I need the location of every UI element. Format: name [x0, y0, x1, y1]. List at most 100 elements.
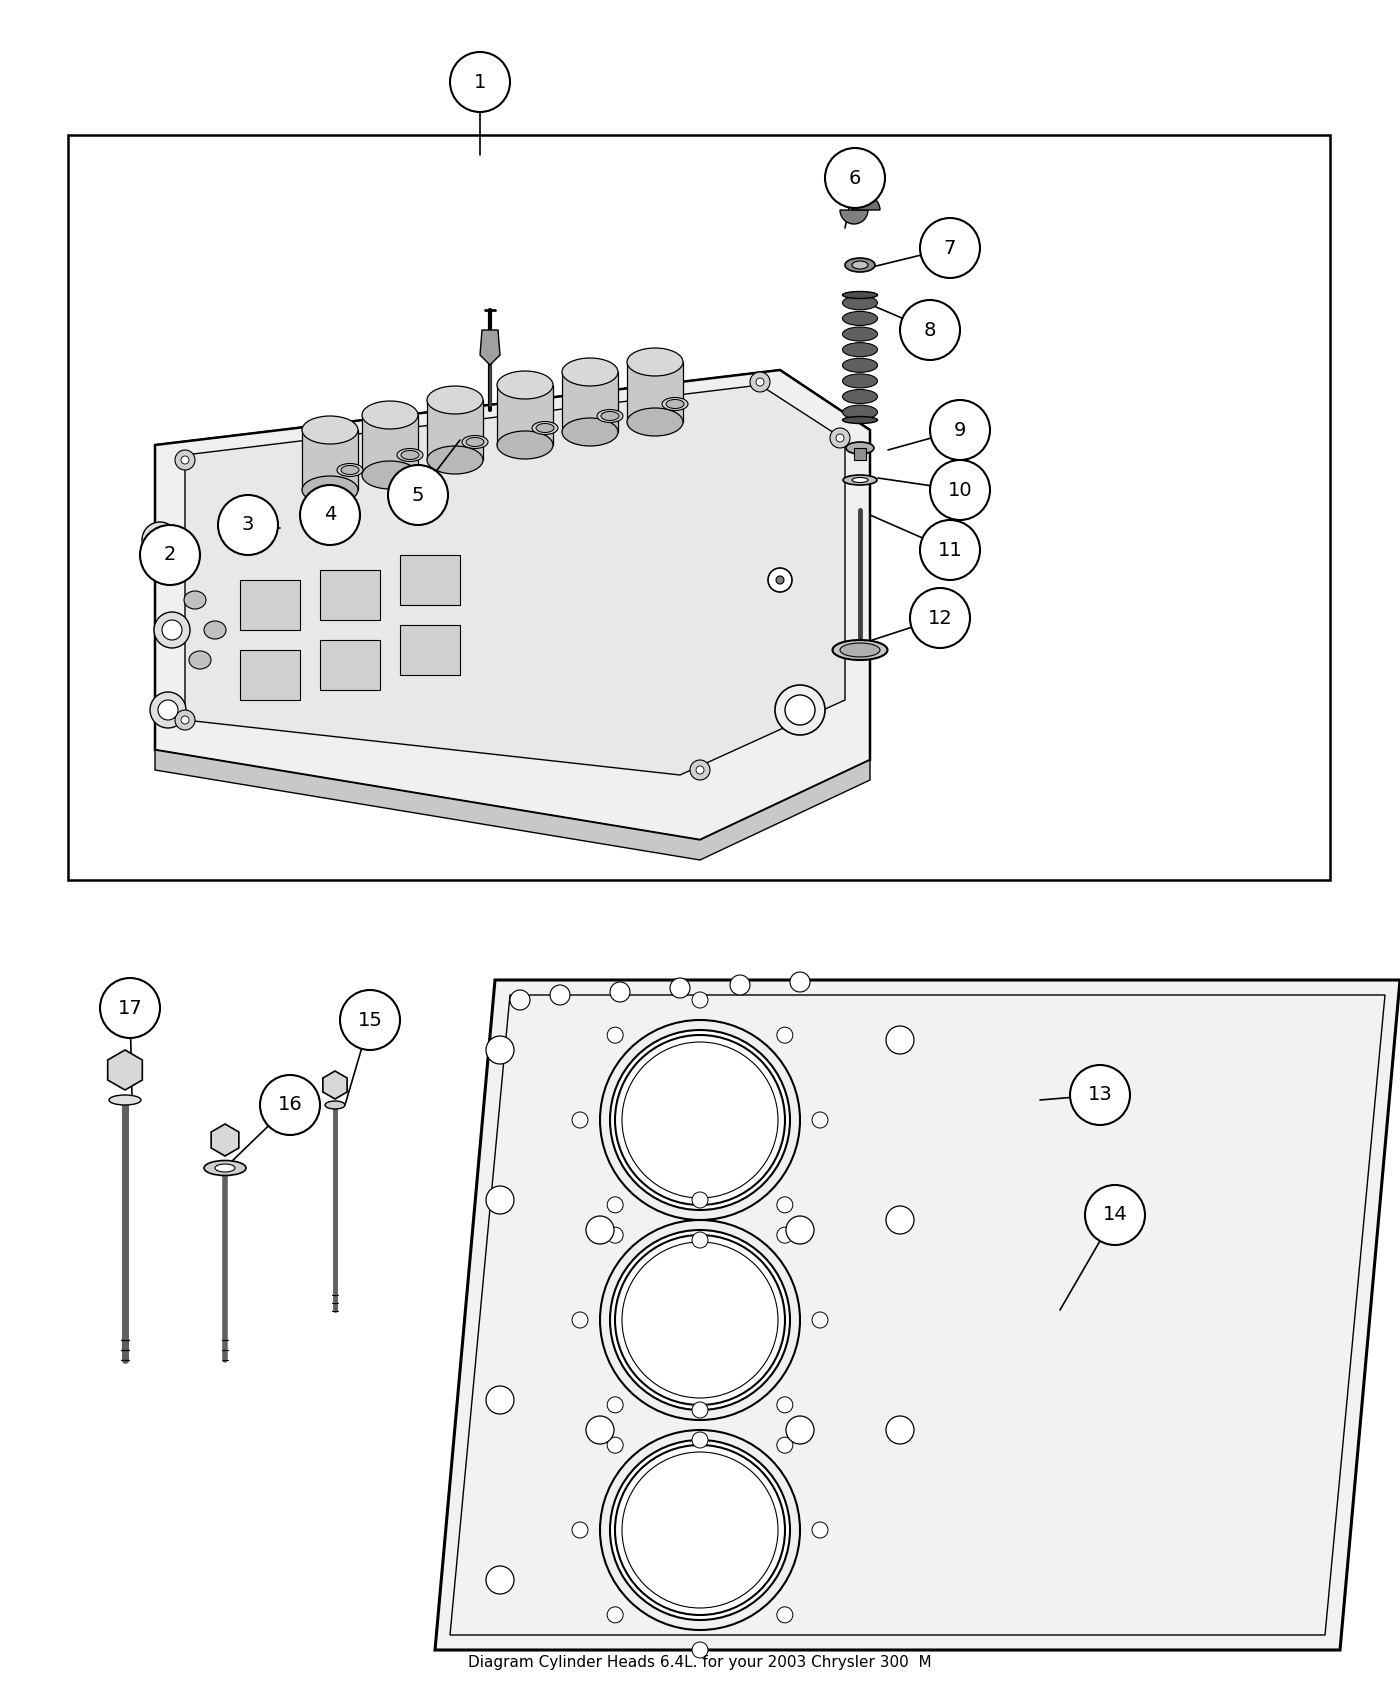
Circle shape	[154, 612, 190, 648]
Ellipse shape	[363, 401, 419, 428]
Circle shape	[696, 767, 704, 774]
Circle shape	[608, 1397, 623, 1413]
Text: 16: 16	[277, 1095, 302, 1115]
Circle shape	[162, 620, 182, 639]
Polygon shape	[155, 750, 869, 860]
Text: 2: 2	[164, 546, 176, 564]
Circle shape	[1070, 1064, 1130, 1125]
Circle shape	[622, 1243, 778, 1397]
Circle shape	[601, 1430, 799, 1630]
Text: 10: 10	[948, 481, 973, 500]
Circle shape	[777, 1397, 792, 1413]
Text: 7: 7	[944, 238, 956, 257]
Circle shape	[777, 1227, 792, 1243]
Polygon shape	[155, 371, 869, 505]
Circle shape	[622, 1452, 778, 1608]
Ellipse shape	[427, 445, 483, 474]
Circle shape	[777, 1606, 792, 1624]
Circle shape	[140, 525, 200, 585]
Bar	[854, 449, 867, 461]
Circle shape	[615, 1445, 785, 1615]
Polygon shape	[561, 372, 617, 432]
Text: 13: 13	[1088, 1086, 1113, 1105]
Circle shape	[608, 1197, 623, 1212]
Circle shape	[141, 522, 178, 558]
Polygon shape	[497, 384, 553, 445]
Polygon shape	[363, 415, 419, 474]
Circle shape	[601, 1221, 799, 1420]
Ellipse shape	[561, 359, 617, 386]
Polygon shape	[155, 371, 869, 840]
Circle shape	[615, 1234, 785, 1404]
Ellipse shape	[843, 326, 878, 342]
Ellipse shape	[204, 1161, 246, 1175]
Ellipse shape	[427, 386, 483, 415]
Circle shape	[777, 1436, 792, 1454]
Circle shape	[836, 434, 844, 442]
Polygon shape	[248, 430, 869, 760]
Polygon shape	[427, 400, 483, 461]
Circle shape	[610, 983, 630, 1001]
Circle shape	[608, 1027, 623, 1044]
Ellipse shape	[561, 418, 617, 445]
Ellipse shape	[216, 1164, 235, 1171]
Ellipse shape	[596, 410, 623, 423]
Circle shape	[692, 1192, 708, 1209]
Circle shape	[486, 1386, 514, 1414]
Circle shape	[785, 695, 815, 724]
Circle shape	[777, 1027, 792, 1044]
Ellipse shape	[843, 296, 878, 309]
Ellipse shape	[843, 474, 876, 484]
Ellipse shape	[843, 374, 878, 388]
Polygon shape	[302, 430, 358, 490]
Circle shape	[175, 450, 195, 469]
Circle shape	[830, 428, 850, 449]
Circle shape	[910, 588, 970, 648]
Text: 12: 12	[928, 609, 952, 627]
Ellipse shape	[843, 291, 878, 299]
Circle shape	[622, 1042, 778, 1198]
Circle shape	[510, 989, 531, 1010]
Circle shape	[886, 1205, 914, 1234]
Ellipse shape	[853, 478, 868, 483]
Text: 9: 9	[953, 420, 966, 440]
Circle shape	[692, 1431, 708, 1448]
Circle shape	[150, 530, 169, 551]
Ellipse shape	[497, 432, 553, 459]
Circle shape	[900, 299, 960, 360]
Circle shape	[785, 1416, 813, 1443]
Circle shape	[486, 1566, 514, 1595]
Ellipse shape	[843, 343, 878, 357]
Ellipse shape	[302, 416, 358, 444]
Text: 15: 15	[357, 1010, 382, 1030]
Ellipse shape	[853, 262, 868, 269]
Ellipse shape	[843, 389, 878, 403]
Ellipse shape	[843, 311, 878, 325]
Circle shape	[776, 685, 825, 734]
Circle shape	[785, 1216, 813, 1244]
Ellipse shape	[497, 371, 553, 400]
Circle shape	[608, 1436, 623, 1454]
Circle shape	[886, 1416, 914, 1443]
Ellipse shape	[532, 422, 559, 435]
Circle shape	[812, 1312, 827, 1328]
Circle shape	[1085, 1185, 1145, 1244]
Circle shape	[610, 1030, 790, 1210]
Polygon shape	[155, 445, 248, 700]
Text: 1: 1	[473, 73, 486, 92]
Text: 8: 8	[924, 321, 937, 340]
Circle shape	[825, 148, 885, 207]
Ellipse shape	[627, 348, 683, 376]
Ellipse shape	[363, 461, 419, 490]
Ellipse shape	[666, 400, 685, 408]
Ellipse shape	[843, 405, 878, 420]
Circle shape	[692, 993, 708, 1008]
Circle shape	[608, 1227, 623, 1243]
Ellipse shape	[342, 466, 358, 474]
Circle shape	[486, 1187, 514, 1214]
Circle shape	[756, 377, 764, 386]
Ellipse shape	[189, 651, 211, 670]
Circle shape	[750, 372, 770, 393]
Circle shape	[920, 218, 980, 279]
Ellipse shape	[183, 592, 206, 609]
